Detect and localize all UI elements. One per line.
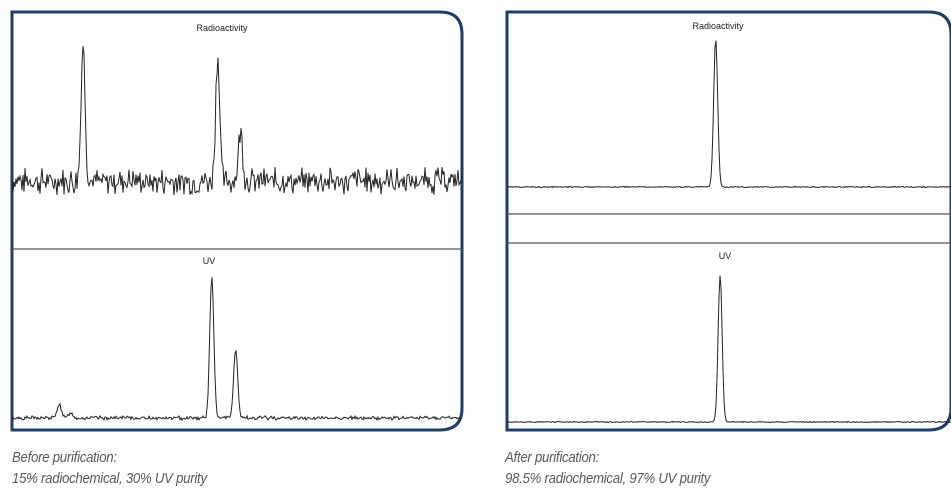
caption-purity: 98.5% radiochemical, 97% UV purity xyxy=(505,470,711,487)
caption-title: After purification: xyxy=(505,449,600,466)
caption-title: Before purification: xyxy=(12,449,117,466)
caption-purity: 15% radiochemical, 30% UV purity xyxy=(12,470,207,487)
caption-after: After purification: 98.5% radiochemical,… xyxy=(505,447,711,489)
caption-before: Before purification: 15% radiochemical, … xyxy=(12,447,207,489)
trace-radioactivity xyxy=(11,46,463,196)
chromatogram-before: Radioactivity UV xyxy=(10,10,464,432)
trace-label-uv: UV xyxy=(719,251,732,261)
trace-label-radioactivity: Radioactivity xyxy=(196,23,248,33)
trace-label-radioactivity: Radioactivity xyxy=(692,21,744,31)
trace-radioactivity xyxy=(506,40,951,189)
traces-after xyxy=(506,40,951,424)
chart-frame xyxy=(505,10,951,432)
chart-frame xyxy=(10,10,464,432)
traces-before xyxy=(11,46,463,422)
trace-uv xyxy=(506,275,951,424)
chromatogram-after: Radioactivity UV xyxy=(505,10,951,432)
chart-panel-before: Radioactivity UV Before purification: 15… xyxy=(0,0,470,491)
trace-label-uv: UV xyxy=(203,256,216,266)
trace-uv xyxy=(11,277,462,422)
chart-panel-after: Radioactivity UV After purification: 98.… xyxy=(505,0,951,491)
